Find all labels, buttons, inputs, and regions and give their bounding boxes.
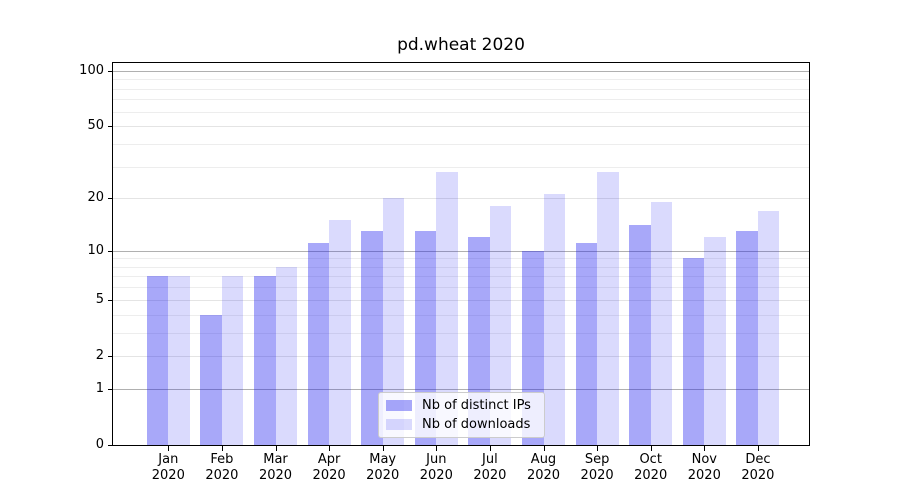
- x-tick-label-feb: Feb 2020: [205, 452, 239, 483]
- x-tick-apr: [329, 446, 331, 451]
- y-tick-label-2: 2: [95, 347, 104, 363]
- bar-distinct-ips-oct: [629, 225, 651, 445]
- bar-distinct-ips-sep: [575, 243, 598, 445]
- x-tick-aug: [543, 446, 545, 451]
- x-tick-label-aug: Aug 2020: [526, 452, 561, 483]
- bar-downloads-feb: [221, 276, 244, 445]
- legend-label-distinct-ips: Nb of distinct IPs: [422, 398, 531, 413]
- gridline-y-30: [113, 166, 809, 168]
- y-tick-label-1: 1: [95, 380, 104, 396]
- x-tick-label-sep: Sep 2020: [580, 452, 614, 483]
- y-tick-label-50: 50: [87, 118, 104, 134]
- legend-swatch-downloads: [386, 419, 412, 430]
- x-tick-label-jan: Jan 2020: [151, 452, 185, 483]
- bar-distinct-ips-feb: [200, 314, 222, 445]
- y-tick-20: [108, 198, 113, 200]
- y-tick-label-20: 20: [87, 190, 104, 206]
- x-tick-dec: [757, 446, 759, 451]
- x-tick-label-oct: Oct 2020: [634, 452, 668, 483]
- y-tick-0: [108, 445, 113, 446]
- gridline-y-7: [113, 276, 809, 278]
- gridline-y-6: [113, 287, 809, 289]
- chart-title: pd.wheat 2020: [397, 35, 525, 55]
- plot-area: Nb of distinct IPs Nb of downloads: [113, 63, 809, 445]
- bar-distinct-ips-jan: [146, 276, 169, 445]
- y-tick-1: [108, 388, 113, 390]
- gridline-y-60: [113, 111, 809, 113]
- x-tick-sep: [597, 446, 599, 451]
- bar-distinct-ips-may: [361, 230, 383, 445]
- bar-downloads-dec: [757, 210, 780, 445]
- bar-downloads-mar: [275, 266, 297, 445]
- gridline-y-70: [113, 99, 809, 101]
- bar-downloads-sep: [597, 171, 619, 445]
- x-tick-label-may: May 2020: [366, 452, 400, 483]
- x-tick-label-apr: Apr 2020: [312, 452, 346, 483]
- x-tick-label-mar: Mar 2020: [258, 452, 293, 483]
- legend-entry-distinct-ips: Nb of distinct IPs: [386, 398, 536, 413]
- x-tick-mar: [275, 446, 277, 451]
- legend-entry-downloads: Nb of downloads: [386, 417, 536, 432]
- bar-distinct-ips-dec: [736, 230, 758, 445]
- x-tick-label-dec: Dec 2020: [741, 452, 775, 483]
- x-tick-jun: [436, 446, 438, 451]
- bar-downloads-jun: [436, 171, 458, 445]
- x-tick-label-jul: Jul 2020: [473, 452, 507, 483]
- gridline-y-8: [113, 266, 809, 268]
- x-tick-label-jun: Jun 2020: [419, 452, 453, 483]
- legend-swatch-distinct-ips: [386, 400, 412, 411]
- bar-distinct-ips-apr: [307, 243, 330, 445]
- gridline-y-40: [113, 143, 809, 145]
- gridline-y-10: [113, 250, 809, 252]
- x-tick-label-nov: Nov 2020: [687, 452, 721, 483]
- gridline-y-5: [113, 299, 809, 301]
- y-tick-2: [108, 355, 113, 357]
- gridline-y-2: [113, 355, 809, 357]
- legend-label-downloads: Nb of downloads: [422, 417, 531, 432]
- gridline-y-1: [113, 388, 809, 390]
- gridline-y-100: [113, 70, 809, 72]
- x-tick-feb: [221, 446, 223, 451]
- y-tick-100: [108, 70, 113, 72]
- gridline-y-3: [113, 332, 809, 334]
- x-tick-may: [382, 446, 384, 451]
- gridline-y-80: [113, 88, 809, 90]
- bar-downloads-aug: [543, 194, 565, 445]
- x-tick-nov: [704, 446, 706, 451]
- bar-distinct-ips-mar: [254, 276, 276, 445]
- gridline-y-90: [113, 79, 809, 81]
- bar-downloads-may: [382, 198, 405, 445]
- gridline-y-9: [113, 258, 809, 260]
- y-tick-5: [108, 299, 113, 301]
- gridline-y-20: [113, 198, 809, 200]
- y-tick-50: [108, 126, 113, 128]
- bar-downloads-apr: [329, 220, 351, 445]
- x-tick-jul: [489, 446, 491, 451]
- gridline-y-4: [113, 314, 809, 316]
- y-tick-label-0: 0: [95, 437, 104, 452]
- bar-downloads-oct: [650, 202, 673, 445]
- bar-distinct-ips-jun: [414, 230, 437, 445]
- bar-distinct-ips-nov: [682, 258, 705, 445]
- y-tick-label-10: 10: [87, 242, 104, 258]
- y-tick-label-100: 100: [79, 62, 104, 78]
- y-tick-label-5: 5: [95, 291, 104, 307]
- x-tick-oct: [650, 446, 652, 451]
- x-tick-jan: [168, 446, 170, 451]
- gridline-y-50: [113, 126, 809, 128]
- bar-downloads-jan: [168, 276, 190, 445]
- legend: Nb of distinct IPs Nb of downloads: [378, 392, 545, 438]
- bar-downloads-jul: [489, 206, 512, 445]
- bar-downloads-nov: [704, 237, 726, 445]
- y-tick-10: [108, 250, 113, 252]
